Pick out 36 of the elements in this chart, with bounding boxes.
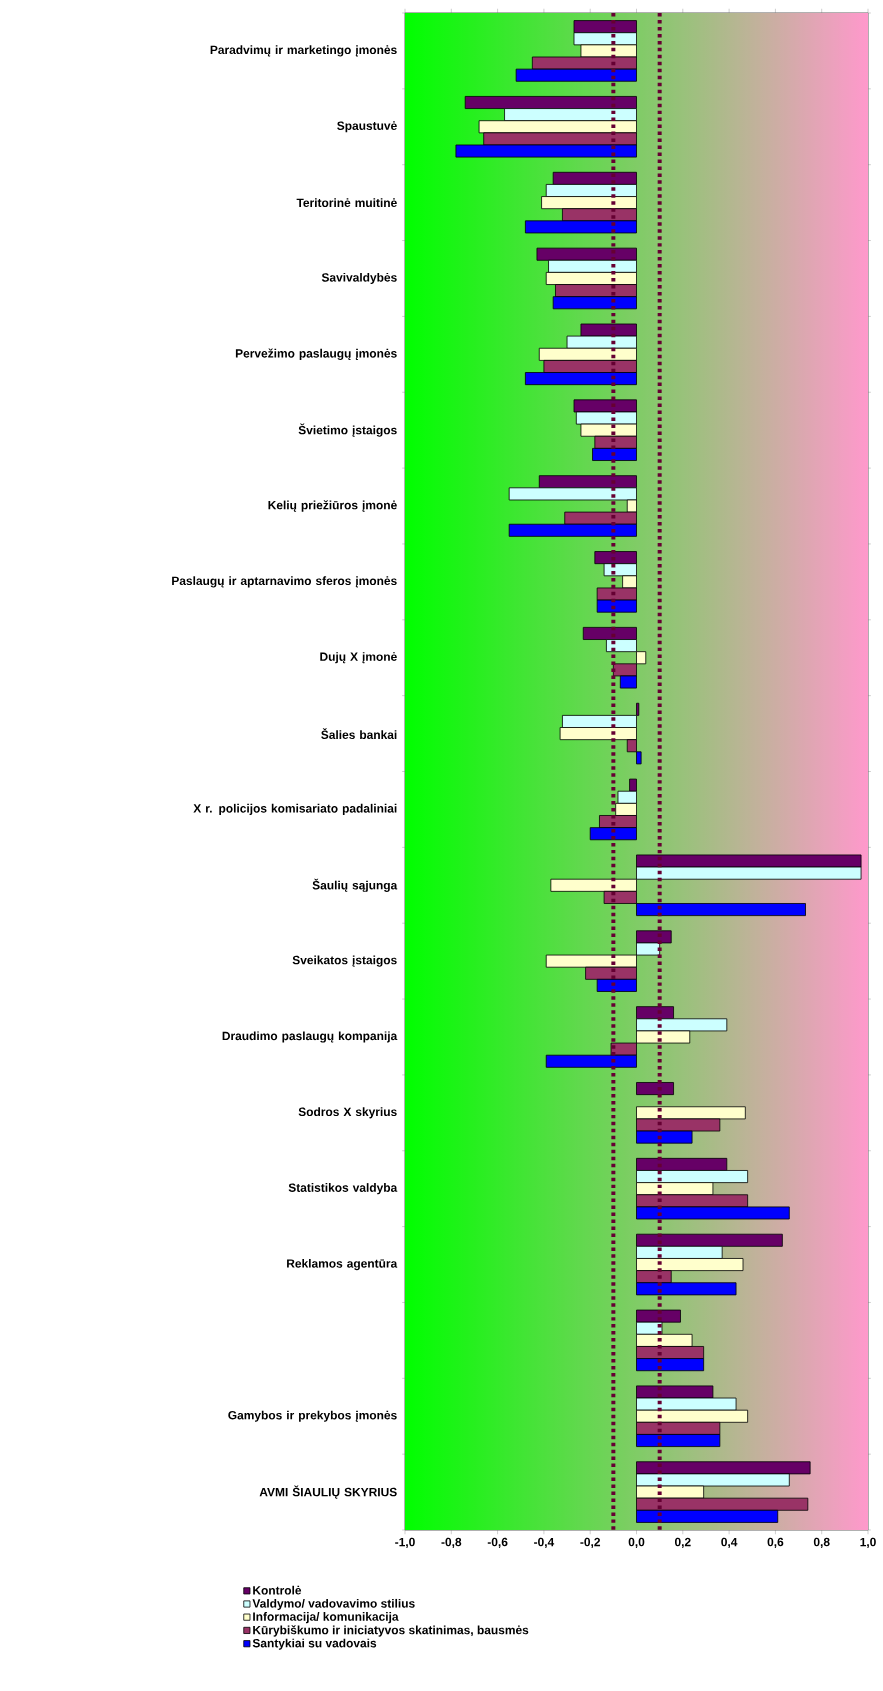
y-tick-label: Šaulių sąjunga (312, 878, 398, 892)
y-tick-label: Sodros X skyrius (298, 1107, 397, 1119)
y-tick-label: Savivaldybės (321, 272, 397, 285)
x-tick-label: 1,0 (860, 1537, 876, 1548)
x-tick-label: -1,0 (395, 1537, 415, 1548)
y-tick-label: Pervežimo paslaugų įmonės (235, 348, 397, 361)
y-tick-label: X r. policijos komisariato padaliniai (193, 803, 397, 816)
x-tick-label: 0,0 (628, 1537, 645, 1548)
y-tick-label: AVMI ŠIAULIŲ SKYRIUS (259, 1485, 397, 1499)
y-tick-label: Dujų X įmonė (320, 652, 397, 664)
x-tick-label: 0,6 (767, 1537, 784, 1548)
bar (636, 1082, 674, 1096)
x-tick-label: 0,2 (674, 1537, 691, 1548)
x-tick-label: -0,2 (580, 1537, 601, 1548)
x-tick-label: -0,4 (534, 1537, 555, 1548)
legend-label: Kontrolė (253, 1585, 302, 1595)
legend-label: Santykiai su vadovais (252, 1638, 377, 1650)
legend-label: Valdymo/ vadovavimo stilius (252, 1598, 415, 1611)
x-tick-label: 0,8 (813, 1537, 830, 1548)
y-tick-label: Paradvimų ir marketingo įmonės (210, 45, 397, 57)
y-tick-label: Švietimo įstaigos (298, 423, 397, 437)
x-tick-label: -0,8 (441, 1537, 462, 1548)
y-tick-label: Draudimo paslaugų kompanija (222, 1031, 398, 1043)
x-tick-label: -0,6 (487, 1537, 508, 1548)
y-tick-label: Gamybos ir prekybos įmonės (228, 1410, 397, 1422)
x-tick-label: 0,4 (721, 1537, 738, 1548)
legend-label: Kūrybiškumo ir iniciatyvos skatinimas, bausmės (253, 1625, 529, 1637)
y-tick-label: Reklamos agentūra (287, 1258, 398, 1271)
y-tick-label: Spaustuvė (337, 121, 397, 133)
legend-label: Informacija/ komunikacija (253, 1612, 399, 1624)
y-tick-label: Šalies bankai (321, 728, 397, 739)
y-tick-label: Sveikatos įstaigos (292, 955, 397, 967)
y-tick-label: Teritorinė muitinė (296, 198, 397, 208)
y-tick-label: Paslaugų ir aptarnavimo sferos įmonės (172, 576, 397, 588)
y-tick-label: Kelių priežiūros įmonė (268, 500, 397, 512)
y-tick-label: Statistikos valdyba (288, 1183, 398, 1195)
